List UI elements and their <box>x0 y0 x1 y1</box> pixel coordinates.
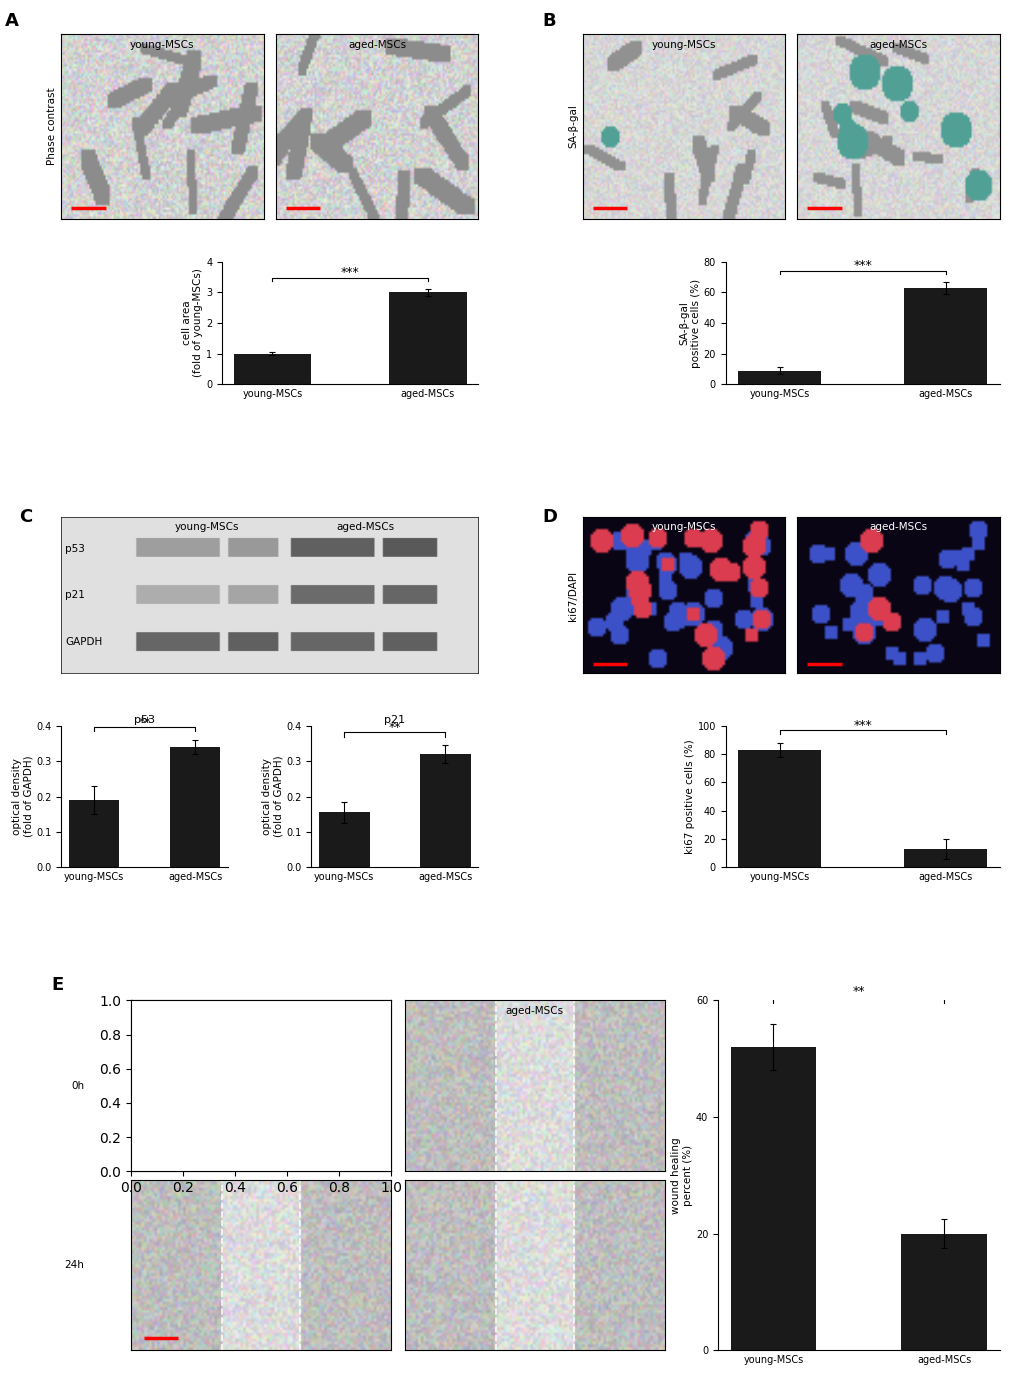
Y-axis label: optical density
(fold of GAPDH): optical density (fold of GAPDH) <box>262 755 283 838</box>
Y-axis label: ki67/DAPI: ki67/DAPI <box>568 570 578 620</box>
Bar <box>170 747 220 867</box>
Bar <box>388 292 466 384</box>
Text: aged-MSCs: aged-MSCs <box>336 522 394 532</box>
Text: **: ** <box>139 717 151 729</box>
Bar <box>738 371 820 384</box>
Text: p21: p21 <box>65 590 86 601</box>
Y-axis label: wound healing
percent (%): wound healing percent (%) <box>671 1137 692 1214</box>
Bar <box>738 750 820 867</box>
Text: p53: p53 <box>65 544 86 554</box>
Text: 24h: 24h <box>64 1259 85 1271</box>
Text: A: A <box>4 12 18 30</box>
Text: aged-MSCs: aged-MSCs <box>505 1006 564 1016</box>
Text: young-MSCs: young-MSCs <box>174 522 239 532</box>
Text: **: ** <box>852 984 864 998</box>
Bar <box>903 288 986 384</box>
Title: p53: p53 <box>133 715 155 725</box>
Text: young-MSCs: young-MSCs <box>651 522 715 532</box>
Text: ***: *** <box>853 719 871 732</box>
Text: **: ** <box>388 722 400 734</box>
Text: E: E <box>51 976 63 994</box>
Text: young-MSCs: young-MSCs <box>130 40 195 50</box>
Bar <box>901 1233 985 1350</box>
Title: p21: p21 <box>384 715 405 725</box>
Text: ***: *** <box>853 259 871 273</box>
Text: GAPDH: GAPDH <box>65 637 103 648</box>
Y-axis label: SA-β-gal
positive cells (%): SA-β-gal positive cells (%) <box>679 278 700 368</box>
Y-axis label: cell area
(fold of young-MSCs): cell area (fold of young-MSCs) <box>181 269 203 378</box>
Text: young-MSCs: young-MSCs <box>229 1006 293 1016</box>
Bar <box>420 754 470 867</box>
Bar <box>319 813 369 867</box>
Bar <box>68 801 119 867</box>
Text: 0h: 0h <box>71 1080 85 1091</box>
Y-axis label: Phase contrast: Phase contrast <box>47 88 57 165</box>
Text: ***: *** <box>340 266 359 280</box>
Text: C: C <box>19 508 33 526</box>
Bar <box>730 1047 815 1350</box>
Y-axis label: optical density
(fold of GAPDH): optical density (fold of GAPDH) <box>11 755 34 838</box>
Text: aged-MSCs: aged-MSCs <box>868 40 926 50</box>
Y-axis label: SA-β-gal: SA-β-gal <box>568 105 578 149</box>
Text: young-MSCs: young-MSCs <box>651 40 715 50</box>
Text: aged-MSCs: aged-MSCs <box>347 40 406 50</box>
Text: D: D <box>541 508 556 526</box>
Bar <box>903 849 986 867</box>
Y-axis label: ki67 positive cells (%): ki67 positive cells (%) <box>684 739 694 854</box>
Bar <box>233 354 311 384</box>
Text: B: B <box>541 12 555 30</box>
Text: aged-MSCs: aged-MSCs <box>868 522 926 532</box>
